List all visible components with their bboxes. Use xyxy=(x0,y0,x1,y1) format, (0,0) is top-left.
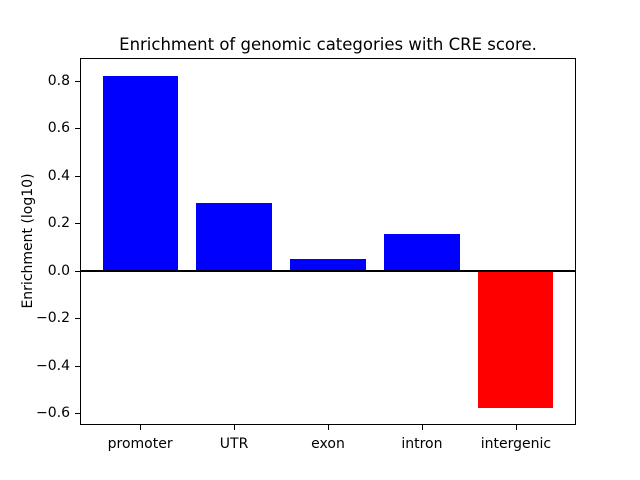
y-tick-label: −0.6 xyxy=(36,405,70,422)
y-tick-mark xyxy=(75,413,80,414)
x-tick-mark xyxy=(140,425,141,430)
y-axis-label: Enrichment (log10) xyxy=(20,173,36,309)
y-tick-mark xyxy=(75,223,80,224)
bar-intergenic xyxy=(478,270,554,409)
x-tick-mark xyxy=(234,425,235,430)
bar-promoter xyxy=(102,75,178,271)
y-tick-mark xyxy=(75,81,80,82)
x-tick-mark xyxy=(328,425,329,430)
bar-UTR xyxy=(196,202,272,271)
x-tick-mark xyxy=(422,425,423,430)
y-tick-label: 0.0 xyxy=(47,262,70,279)
x-tick-label-UTR: UTR xyxy=(219,436,249,452)
y-tick-label: −0.2 xyxy=(36,310,70,327)
y-tick-label: 0.8 xyxy=(47,72,70,89)
x-tick-mark xyxy=(516,425,517,430)
zero-line xyxy=(81,269,575,272)
y-tick-label: 0.2 xyxy=(47,215,70,232)
plot-area xyxy=(80,58,576,425)
y-tick-mark xyxy=(75,366,80,367)
y-tick-label: −0.4 xyxy=(36,357,70,374)
chart-title: Enrichment of genomic categories with CR… xyxy=(119,35,537,54)
y-tick-mark xyxy=(75,176,80,177)
y-tick-label: 0.6 xyxy=(47,120,70,137)
x-tick-label-intergenic: intergenic xyxy=(480,436,552,452)
x-tick-label-intron: intron xyxy=(401,436,443,452)
bar-intron xyxy=(384,233,460,271)
y-tick-mark xyxy=(75,271,80,272)
x-tick-label-exon: exon xyxy=(311,436,345,452)
y-tick-label: 0.4 xyxy=(47,167,70,184)
y-tick-mark xyxy=(75,318,80,319)
bar-exon xyxy=(290,258,366,271)
x-tick-label-promoter: promoter xyxy=(107,436,173,452)
y-tick-mark xyxy=(75,128,80,129)
